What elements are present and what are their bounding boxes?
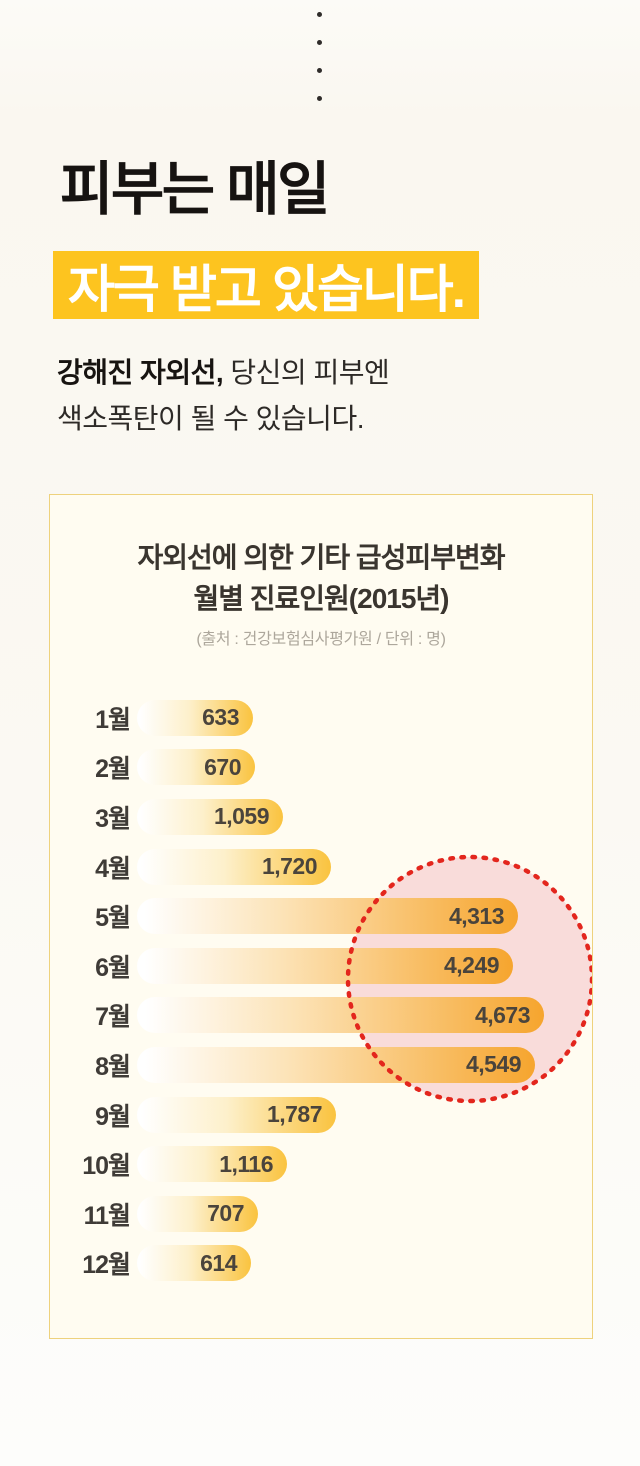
hero-subtitle-rest: 당신의 피부엔 bbox=[223, 357, 390, 388]
dot-icon bbox=[317, 40, 322, 45]
bar-row: 12월 614 bbox=[50, 1239, 592, 1289]
bar-chart: 1월 633 2월 670 3월 1,059 4월 1,720 5월 4,313… bbox=[50, 693, 592, 1288]
bar-row: 10월 1,116 bbox=[50, 1139, 592, 1189]
bar: 670 bbox=[137, 749, 255, 786]
bar-row: 11월 707 bbox=[50, 1189, 592, 1239]
bar-value-label: 670 bbox=[204, 753, 241, 780]
bar-row: 4월 1,720 bbox=[50, 842, 592, 892]
hero-subtitle: 강해진 자외선, 당신의 피부엔 색소폭탄이 될 수 있습니다. bbox=[57, 350, 390, 442]
month-label: 6월 bbox=[95, 953, 131, 982]
month-label: 5월 bbox=[95, 904, 131, 933]
month-label: 10월 bbox=[82, 1152, 131, 1181]
month-label: 1월 bbox=[95, 705, 131, 734]
bar-value-label: 614 bbox=[200, 1249, 237, 1276]
month-label: 9월 bbox=[95, 1102, 131, 1131]
bar-row: 5월 4,313 bbox=[50, 891, 592, 941]
dot-icon bbox=[317, 96, 322, 101]
month-label: 2월 bbox=[95, 755, 131, 784]
bar-value-label: 4,673 bbox=[474, 1001, 531, 1028]
bar-row: 1월 633 bbox=[50, 693, 592, 743]
month-label: 4월 bbox=[95, 854, 131, 883]
chart-title-line1: 자외선에 의한 기타 급성피부변화 bbox=[137, 542, 506, 573]
bar: 614 bbox=[137, 1245, 251, 1282]
dot-icon bbox=[317, 12, 322, 17]
hero-title-line1: 피부는 매일 bbox=[60, 157, 330, 222]
chart-source: (출처 : 건강보험심사평가원 / 단위 : 명) bbox=[196, 631, 446, 648]
bar: 4,313 bbox=[137, 898, 518, 935]
bar-value-label: 633 bbox=[202, 704, 239, 731]
hero-title-line2-highlight: 자극 받고 있습니다. bbox=[53, 251, 479, 319]
month-label: 3월 bbox=[95, 804, 131, 833]
bar-row: 3월 1,059 bbox=[50, 792, 592, 842]
month-label: 12월 bbox=[82, 1251, 131, 1280]
bar: 1,720 bbox=[137, 848, 331, 885]
bar-row: 7월 4,673 bbox=[50, 991, 592, 1041]
bar-row: 9월 1,787 bbox=[50, 1090, 592, 1140]
bar-value-label: 4,549 bbox=[465, 1051, 522, 1078]
hero-subtitle-line2: 색소폭탄이 될 수 있습니다. bbox=[57, 403, 364, 434]
bar-value-label: 1,787 bbox=[266, 1101, 323, 1128]
bar-value-label: 1,116 bbox=[219, 1150, 273, 1177]
month-label: 8월 bbox=[95, 1052, 131, 1081]
bar-row: 2월 670 bbox=[50, 743, 592, 793]
chart-card: 자외선에 의한 기타 급성피부변화 월별 진료인원(2015년) (출처 : 건… bbox=[49, 494, 593, 1339]
bar-value-label: 4,249 bbox=[443, 952, 500, 979]
bar-value-label: 1,059 bbox=[213, 803, 270, 830]
bar-value-label: 1,720 bbox=[261, 853, 318, 880]
chart-title: 자외선에 의한 기타 급성피부변화 월별 진료인원(2015년) bbox=[50, 537, 592, 619]
bar: 633 bbox=[137, 699, 253, 736]
bar: 4,249 bbox=[137, 947, 513, 984]
bar: 1,059 bbox=[137, 798, 283, 835]
month-label: 11월 bbox=[83, 1201, 131, 1230]
bar: 4,673 bbox=[137, 997, 544, 1034]
bar-value-label: 707 bbox=[207, 1200, 244, 1227]
bar: 707 bbox=[137, 1195, 258, 1232]
dot-icon bbox=[317, 68, 322, 73]
bar: 4,549 bbox=[137, 1046, 535, 1083]
bar: 1,116 bbox=[137, 1146, 287, 1183]
bar-row: 6월 4,249 bbox=[50, 941, 592, 991]
top-dots-decoration bbox=[317, 12, 322, 124]
chart-title-line2: 월별 진료인원(2015년) bbox=[193, 583, 449, 614]
bar-value-label: 4,313 bbox=[448, 902, 505, 929]
bar-row: 8월 4,549 bbox=[50, 1040, 592, 1090]
bar: 1,787 bbox=[137, 1096, 336, 1133]
month-label: 7월 bbox=[95, 1003, 131, 1032]
hero-subtitle-bold: 강해진 자외선, bbox=[57, 357, 224, 388]
